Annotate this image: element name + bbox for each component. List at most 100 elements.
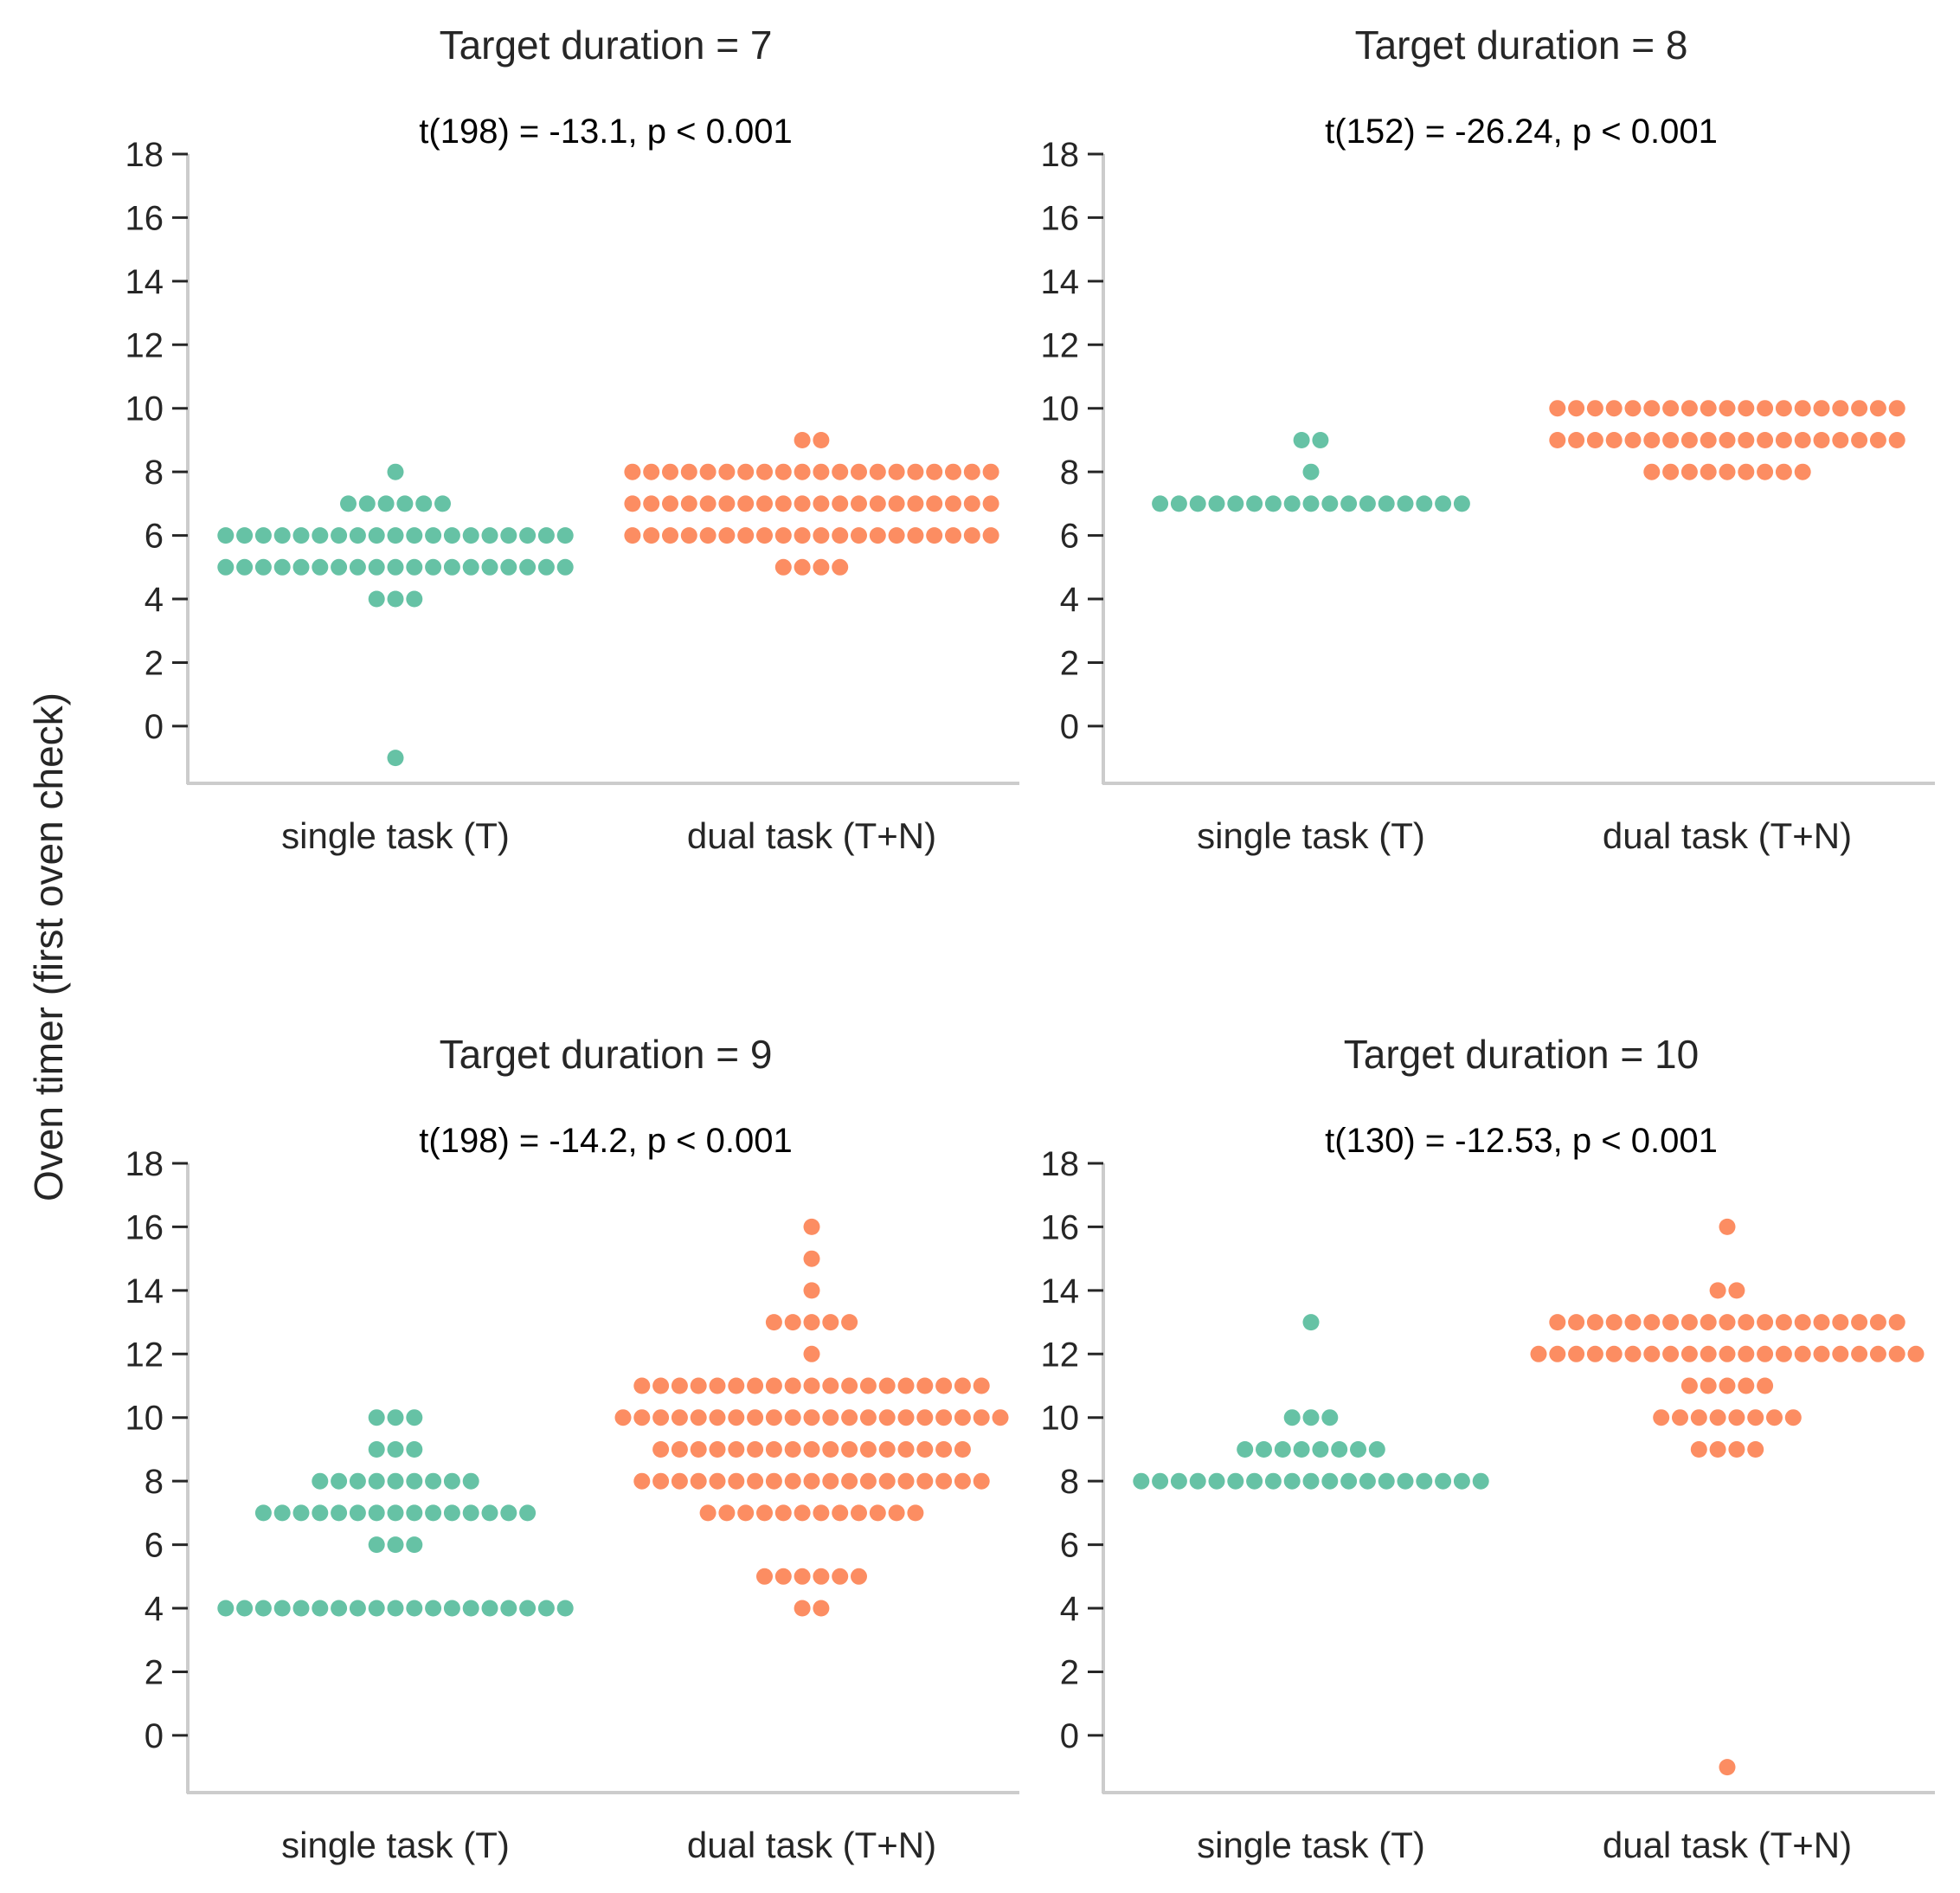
data-point — [1662, 432, 1680, 448]
panel-target-10: Target duration = 10 t(130) = -12.53, p … — [1041, 1032, 1935, 1865]
data-point — [254, 1600, 272, 1617]
data-point — [794, 558, 811, 576]
y-axis-label: Oven timer (first oven check) — [26, 692, 71, 1201]
data-point — [1757, 1377, 1774, 1394]
data-point — [765, 1409, 782, 1426]
data-point — [813, 463, 830, 480]
x-category-label: single task (T) — [281, 1825, 510, 1865]
data-point — [368, 1600, 385, 1617]
data-point — [784, 1314, 801, 1331]
data-point — [519, 527, 537, 544]
panel-annotation: t(152) = -26.24, p < 0.001 — [1325, 113, 1718, 151]
data-point — [1700, 1377, 1717, 1394]
data-point — [1794, 432, 1811, 448]
data-point — [841, 1377, 858, 1394]
data-point — [1728, 1409, 1745, 1426]
data-point — [1302, 1472, 1320, 1490]
y-tick-label: 12 — [1041, 326, 1080, 364]
data-point — [869, 527, 886, 544]
y-tick-label: 6 — [145, 518, 164, 556]
data-point — [935, 1409, 953, 1426]
data-point — [406, 1409, 423, 1426]
data-point — [368, 1441, 385, 1458]
data-point — [803, 1409, 820, 1426]
data-point — [907, 495, 924, 512]
x-category-label: dual task (T+N) — [687, 815, 936, 856]
data-point — [1605, 432, 1623, 448]
data-point — [1321, 1409, 1339, 1426]
data-point — [680, 463, 697, 480]
data-point — [1738, 400, 1755, 417]
data-point — [699, 527, 717, 544]
data-point — [1293, 432, 1310, 448]
data-point — [349, 558, 366, 576]
data-point — [387, 750, 404, 767]
data-point — [1208, 495, 1225, 512]
data-point — [652, 1441, 670, 1458]
data-point — [963, 463, 980, 480]
data-point — [982, 463, 999, 480]
data-point — [1907, 1345, 1925, 1362]
x-category-label: single task (T) — [1197, 1825, 1425, 1865]
y-tick-label: 0 — [145, 1717, 164, 1755]
data-point — [643, 495, 660, 512]
data-point — [368, 1409, 385, 1426]
data-point — [907, 1504, 924, 1522]
panel-target-7: Target duration = 7 t(198) = -13.1, p < … — [125, 23, 1019, 856]
data-point — [794, 527, 811, 544]
data-point — [756, 463, 773, 480]
data-point — [387, 463, 404, 480]
data-point — [652, 1377, 670, 1394]
data-point — [1709, 1409, 1726, 1426]
data-point — [1738, 432, 1755, 448]
data-point — [1888, 1314, 1905, 1331]
data-point — [1435, 1472, 1452, 1490]
data-point — [832, 463, 849, 480]
data-point — [500, 558, 517, 576]
y-tick-label: 14 — [1041, 1272, 1080, 1310]
y-tick-label: 16 — [125, 199, 164, 237]
y-tick-label: 14 — [125, 263, 164, 301]
data-point — [1586, 1345, 1603, 1362]
data-point — [765, 1441, 782, 1458]
y-tick-label: 0 — [1060, 1717, 1079, 1755]
data-point — [954, 1472, 971, 1490]
data-point — [236, 558, 254, 576]
data-point — [690, 1441, 707, 1458]
data-point — [1274, 1441, 1291, 1458]
y-tick-label: 18 — [1041, 136, 1080, 174]
y-tick-label: 16 — [125, 1208, 164, 1246]
panel-title: Target duration = 8 — [1355, 23, 1688, 68]
data-point — [1738, 1314, 1755, 1331]
data-point — [1662, 463, 1680, 480]
data-point — [832, 1504, 849, 1522]
panel-annotation: t(130) = -12.53, p < 0.001 — [1325, 1122, 1718, 1160]
data-point — [1775, 463, 1792, 480]
data-point — [1700, 400, 1717, 417]
data-point — [500, 527, 517, 544]
data-point — [349, 527, 366, 544]
data-point — [907, 527, 924, 544]
data-point — [1700, 1314, 1717, 1331]
data-point — [690, 1472, 707, 1490]
data-point — [1851, 432, 1868, 448]
data-point — [888, 527, 905, 544]
data-point — [794, 1568, 811, 1585]
data-point — [859, 1441, 877, 1458]
data-point — [443, 1600, 460, 1617]
data-point — [813, 527, 830, 544]
data-point — [709, 1441, 726, 1458]
data-point — [1719, 463, 1736, 480]
data-point — [1766, 1409, 1783, 1426]
data-point — [1794, 463, 1811, 480]
data-point — [822, 1472, 839, 1490]
data-point — [662, 463, 678, 480]
data-point — [765, 1377, 782, 1394]
data-point — [406, 558, 423, 576]
data-point — [1264, 495, 1282, 512]
data-point — [794, 432, 811, 448]
data-point — [633, 1409, 651, 1426]
data-point — [556, 527, 574, 544]
data-point — [425, 1600, 442, 1617]
data-point — [1775, 432, 1792, 448]
